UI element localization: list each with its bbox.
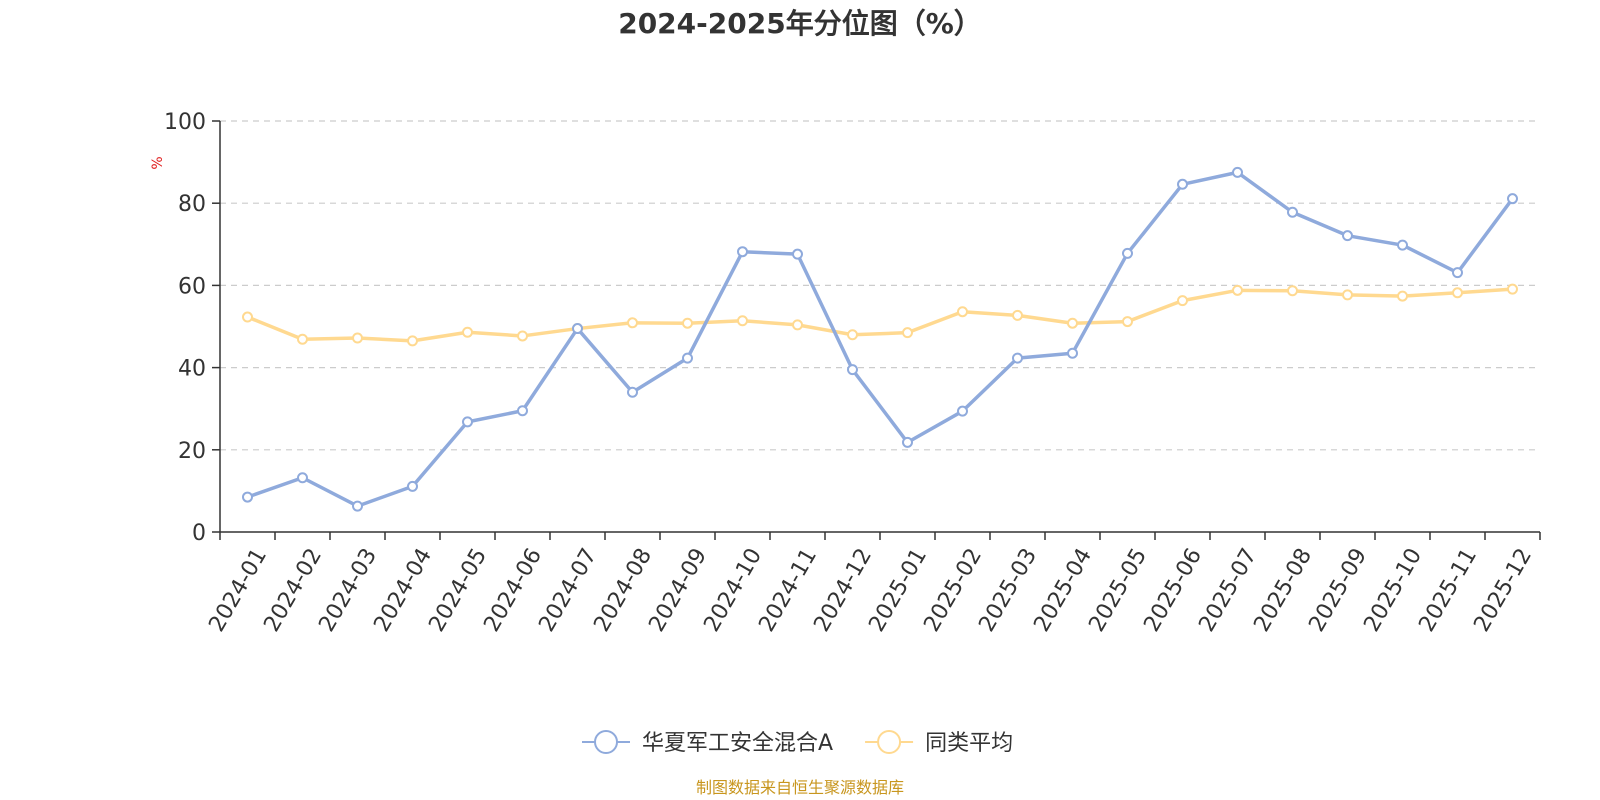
data-point[interactable]: [242, 311, 253, 323]
legend: 华夏军工安全混合A 同类平均: [582, 730, 1013, 756]
data-point[interactable]: [1232, 284, 1243, 296]
data-point[interactable]: [1397, 290, 1408, 302]
series-line: [246, 170, 1514, 508]
data-point[interactable]: [682, 317, 693, 329]
data-point[interactable]: [847, 329, 858, 341]
data-point[interactable]: [1232, 166, 1243, 178]
axes: [219, 121, 1540, 533]
data-point[interactable]: [1067, 317, 1078, 329]
data-point[interactable]: [902, 327, 913, 339]
legend-item-2[interactable]: 同类平均: [865, 730, 1013, 756]
data-point[interactable]: [737, 246, 748, 258]
data-point[interactable]: [902, 436, 913, 448]
data-point[interactable]: [297, 333, 308, 345]
data-point[interactable]: [1507, 283, 1518, 295]
data-point[interactable]: [1342, 230, 1353, 242]
y-axis-ticks: 0 20 40 60 80 100: [164, 110, 220, 546]
y-tick-label: 60: [178, 274, 206, 299]
chart-title: 2024-2025年分位图（%）: [618, 7, 982, 40]
data-point[interactable]: [572, 323, 583, 335]
data-point[interactable]: [1287, 285, 1298, 297]
data-point[interactable]: [627, 386, 638, 398]
data-point[interactable]: [957, 405, 968, 417]
data-point[interactable]: [297, 472, 308, 484]
legend-marker: [877, 730, 902, 754]
data-point[interactable]: [517, 330, 528, 342]
series-1: [242, 166, 1518, 512]
data-point[interactable]: [1177, 295, 1188, 307]
data-point[interactable]: [1177, 178, 1188, 190]
data-point[interactable]: [242, 491, 253, 503]
legend-label: 同类平均: [925, 731, 1013, 756]
legend-marker: [594, 730, 618, 754]
data-point[interactable]: [1452, 267, 1463, 279]
data-point[interactable]: [682, 352, 693, 364]
data-point[interactable]: [847, 364, 858, 376]
y-tick-label: 0: [192, 521, 206, 546]
data-point[interactable]: [517, 405, 528, 417]
y-axis-unit: %: [150, 156, 166, 169]
data-point[interactable]: [1122, 247, 1133, 259]
series-line: [246, 287, 1513, 343]
data-point[interactable]: [1397, 239, 1408, 251]
x-axis-ticks: 2024-012024-022024-032024-042024-052024-…: [204, 532, 1541, 636]
y-tick-label: 80: [178, 192, 206, 217]
data-point[interactable]: [352, 500, 363, 512]
data-point[interactable]: [352, 332, 363, 344]
data-point[interactable]: [792, 248, 803, 260]
data-point[interactable]: [1452, 287, 1463, 299]
series-layer: [242, 166, 1518, 512]
grid-lines: [220, 120, 1540, 451]
data-point[interactable]: [627, 317, 638, 329]
data-point[interactable]: [737, 315, 748, 327]
data-point[interactable]: [1012, 352, 1023, 364]
data-point[interactable]: [462, 326, 473, 338]
data-point[interactable]: [1507, 193, 1518, 205]
data-point[interactable]: [1122, 316, 1133, 328]
legend-item-1[interactable]: 华夏军工安全混合A: [582, 730, 833, 756]
data-point[interactable]: [462, 416, 473, 428]
y-tick-label: 100: [164, 110, 206, 135]
data-point[interactable]: [407, 335, 418, 347]
data-point[interactable]: [1287, 206, 1298, 218]
legend-label: 华夏军工安全混合A: [642, 731, 833, 756]
data-point[interactable]: [1342, 289, 1353, 301]
data-point[interactable]: [1067, 347, 1078, 359]
data-point[interactable]: [792, 319, 803, 331]
source-note: 制图数据来自恒生聚源数据库: [696, 778, 904, 797]
series-2: [242, 283, 1518, 347]
data-point[interactable]: [1012, 309, 1023, 321]
y-tick-label: 40: [178, 357, 206, 382]
data-point[interactable]: [407, 480, 418, 492]
y-tick-label: 20: [178, 439, 206, 464]
data-point[interactable]: [957, 306, 968, 318]
